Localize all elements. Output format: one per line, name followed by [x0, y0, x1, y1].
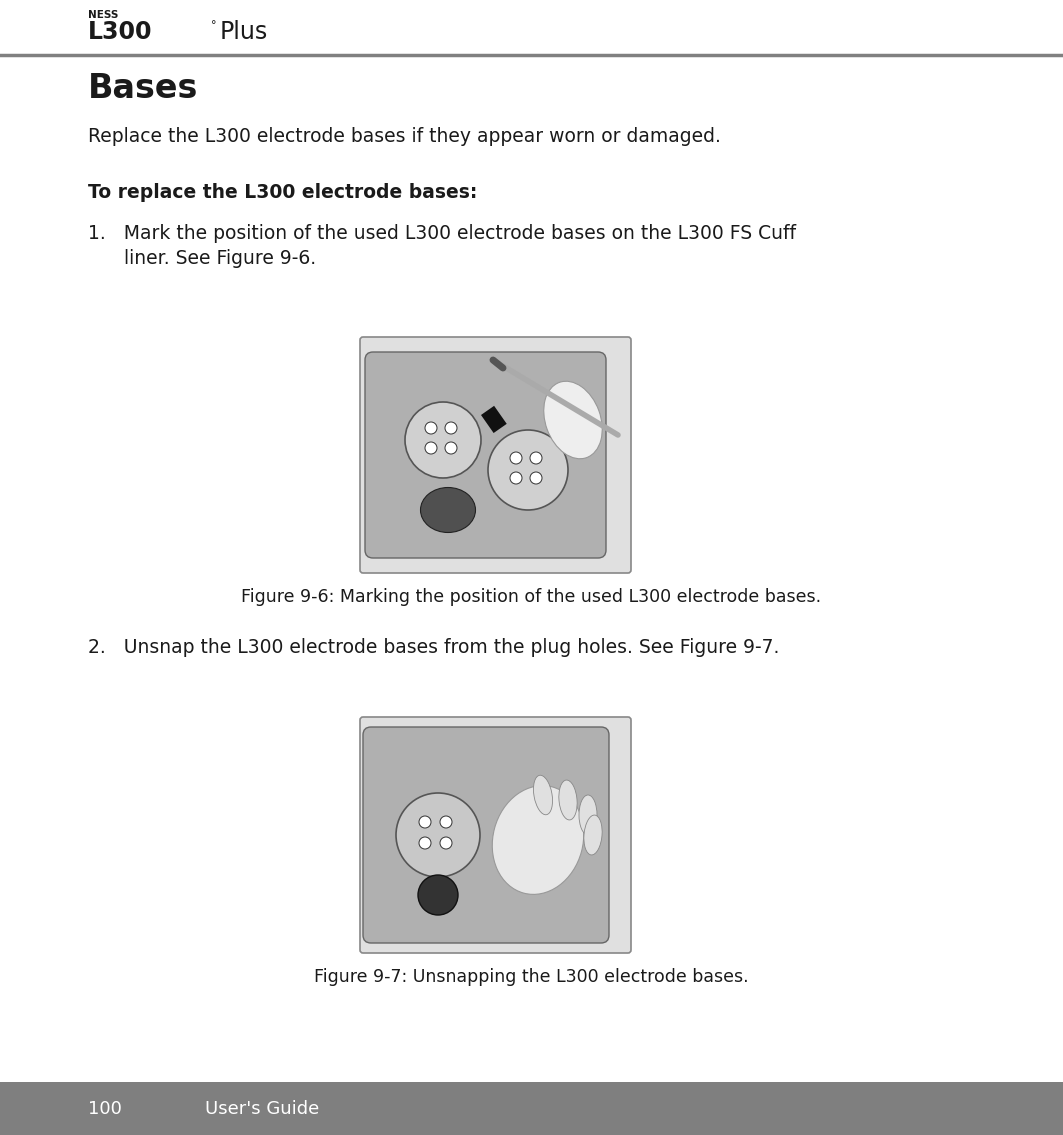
Text: User's Guide: User's Guide — [205, 1100, 319, 1118]
Text: Plus: Plus — [220, 20, 268, 44]
Text: °: ° — [210, 20, 217, 30]
Circle shape — [440, 836, 452, 849]
Text: Figure 9-6: Marking the position of the used L300 electrode bases.: Figure 9-6: Marking the position of the … — [241, 588, 821, 606]
Text: liner. See Figure 9-6.: liner. See Figure 9-6. — [88, 249, 316, 268]
Circle shape — [510, 472, 522, 484]
Circle shape — [530, 472, 542, 484]
Text: 2.   Unsnap the L300 electrode bases from the plug holes. See Figure 9-7.: 2. Unsnap the L300 electrode bases from … — [88, 638, 779, 657]
Bar — [480, 406, 507, 434]
Text: Replace the L300 electrode bases if they appear worn or damaged.: Replace the L300 electrode bases if they… — [88, 127, 721, 146]
Circle shape — [530, 452, 542, 464]
Circle shape — [418, 875, 458, 915]
Circle shape — [440, 816, 452, 829]
Ellipse shape — [579, 794, 597, 835]
Ellipse shape — [584, 815, 602, 855]
Circle shape — [510, 452, 522, 464]
Text: Bases: Bases — [88, 72, 199, 106]
Ellipse shape — [421, 488, 475, 532]
Circle shape — [419, 836, 431, 849]
Circle shape — [396, 793, 480, 877]
Circle shape — [445, 442, 457, 454]
Text: L300: L300 — [88, 20, 152, 44]
Bar — [0, 1082, 1063, 1135]
FancyBboxPatch shape — [360, 717, 631, 953]
Text: To replace the L300 electrode bases:: To replace the L300 electrode bases: — [88, 183, 477, 202]
Text: 1.   Mark the position of the used L300 electrode bases on the L300 FS Cuff: 1. Mark the position of the used L300 el… — [88, 224, 796, 243]
Circle shape — [488, 430, 568, 510]
Circle shape — [419, 816, 431, 829]
Text: Figure 9-7: Unsnapping the L300 electrode bases.: Figure 9-7: Unsnapping the L300 electrod… — [314, 968, 748, 986]
Circle shape — [425, 422, 437, 434]
Ellipse shape — [534, 775, 553, 815]
FancyBboxPatch shape — [362, 728, 609, 943]
Text: 100: 100 — [88, 1100, 122, 1118]
Ellipse shape — [559, 780, 577, 819]
Ellipse shape — [544, 381, 603, 459]
Ellipse shape — [492, 785, 584, 894]
Text: NESS: NESS — [88, 10, 118, 20]
Circle shape — [405, 402, 480, 478]
FancyBboxPatch shape — [365, 352, 606, 558]
FancyBboxPatch shape — [360, 337, 631, 573]
Circle shape — [425, 442, 437, 454]
Circle shape — [445, 422, 457, 434]
